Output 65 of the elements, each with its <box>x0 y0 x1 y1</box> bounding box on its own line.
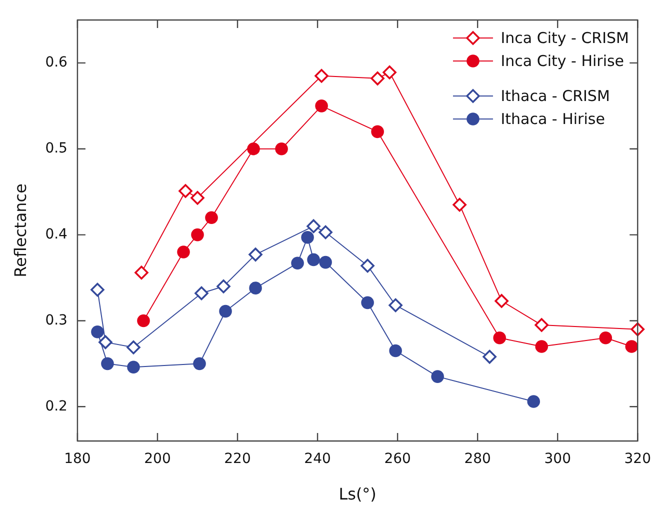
point <box>205 211 218 224</box>
point <box>370 72 384 86</box>
point <box>247 142 260 156</box>
point <box>127 360 140 374</box>
point <box>306 219 320 234</box>
point <box>388 298 402 312</box>
point <box>318 225 332 240</box>
point <box>371 125 384 138</box>
point <box>482 350 496 364</box>
point <box>314 68 328 83</box>
point <box>527 395 540 408</box>
point <box>134 266 148 280</box>
legend-label: Ithaca - CRISM <box>500 86 610 104</box>
point <box>191 228 204 242</box>
point <box>219 304 232 318</box>
point <box>535 340 548 353</box>
point <box>291 256 304 270</box>
point <box>178 184 192 198</box>
point <box>177 246 190 258</box>
point <box>389 344 402 358</box>
x-tick-label: 280 <box>464 451 491 468</box>
x-tick-label: 300 <box>544 451 571 468</box>
point <box>249 282 262 294</box>
x-tick-label: 320 <box>624 451 652 468</box>
point <box>101 357 114 370</box>
point <box>625 340 638 353</box>
legend-label: Inca City - Hirise <box>500 52 624 70</box>
y-tick-label: 0.2 <box>45 398 68 414</box>
legend-label: Inca City - CRISM <box>500 28 629 46</box>
point <box>493 332 506 344</box>
point <box>194 286 208 300</box>
x-axis-title: Ls(°) <box>338 484 376 504</box>
point <box>216 279 230 294</box>
point <box>319 256 332 269</box>
x-tick-label: 260 <box>384 451 411 468</box>
point <box>315 100 328 112</box>
y-axis-title: Reflectance <box>10 184 30 278</box>
point <box>360 258 374 273</box>
point <box>599 332 612 344</box>
point <box>534 318 549 332</box>
point <box>190 190 204 205</box>
y-tick-label: 0.4 <box>45 226 68 242</box>
point <box>307 253 320 266</box>
point <box>452 198 466 212</box>
x-tick-label: 200 <box>144 451 171 468</box>
point <box>193 357 206 370</box>
point <box>275 142 288 156</box>
point <box>301 230 314 244</box>
x-tick-label: 240 <box>304 451 331 468</box>
point <box>248 248 262 262</box>
point <box>91 325 104 338</box>
point <box>126 340 140 354</box>
y-tick-label: 0.6 <box>45 54 68 71</box>
point <box>90 282 104 297</box>
point <box>98 335 112 350</box>
point <box>382 66 396 80</box>
y-tick-label: 0.3 <box>45 312 68 328</box>
point <box>361 296 374 310</box>
x-tick-label: 220 <box>224 451 251 468</box>
point <box>431 370 444 383</box>
point <box>137 314 150 328</box>
legend-label: Ithaca - Hirise <box>500 110 605 128</box>
x-tick-label: 180 <box>64 451 91 468</box>
point <box>494 294 508 308</box>
y-tick-label: 0.5 <box>45 140 68 157</box>
